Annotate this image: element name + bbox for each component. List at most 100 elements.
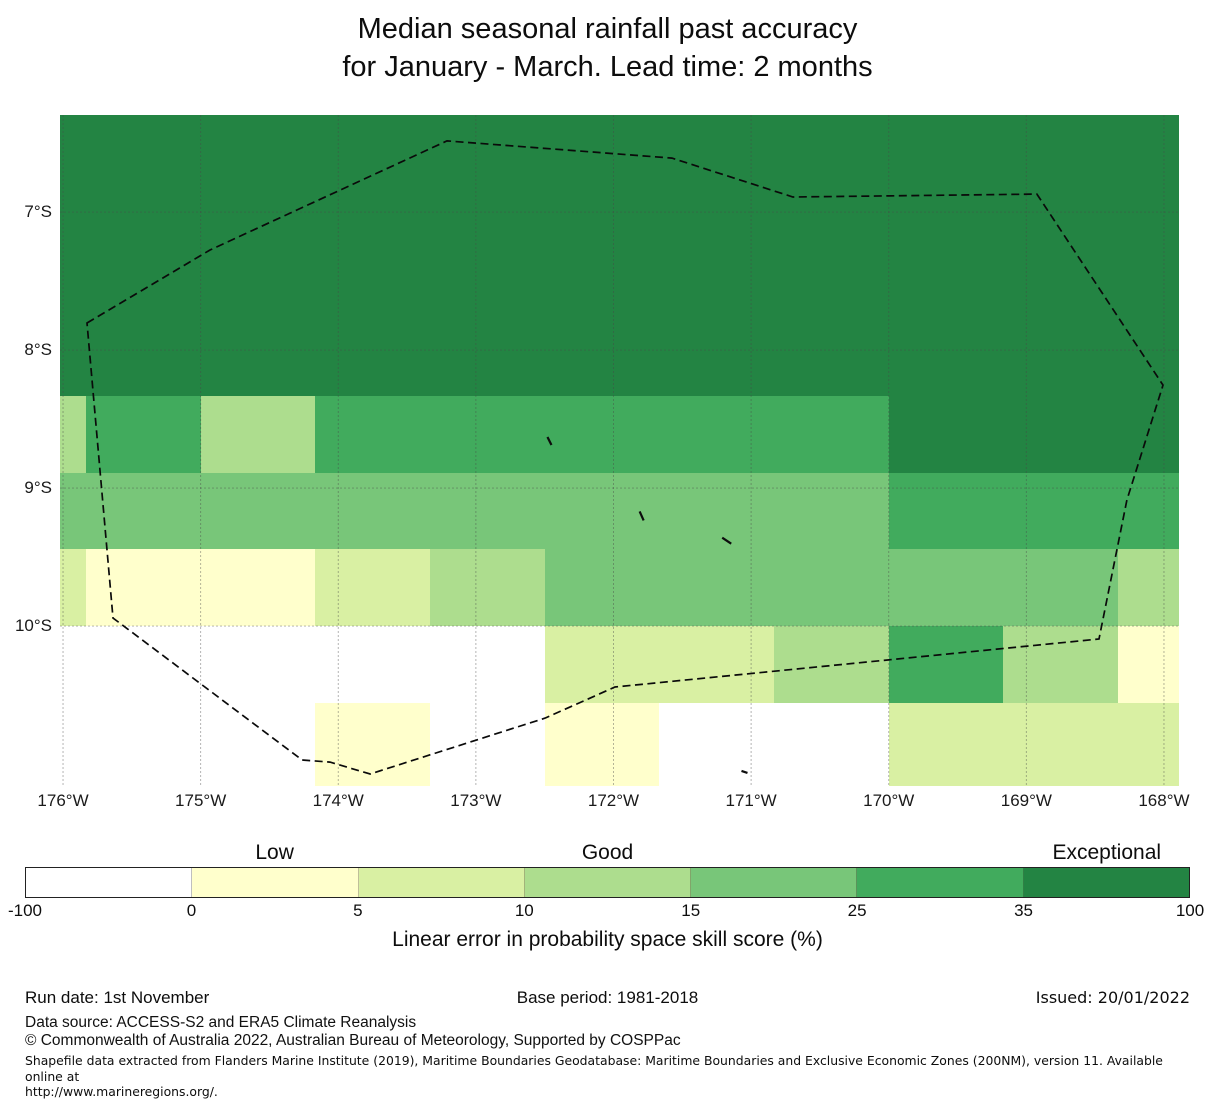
x-axis-tick-label: 168°W <box>1138 791 1190 810</box>
map-plot-area <box>60 115 1179 786</box>
map-cell <box>544 626 660 704</box>
x-axis-tick-label: 172°W <box>587 791 640 810</box>
map-cell <box>1118 549 1179 627</box>
map-cell <box>888 702 1004 786</box>
data-source-text: Data source: ACCESS-S2 and ERA5 Climate … <box>25 1014 417 1031</box>
map-cell <box>1118 115 1179 397</box>
colorbar-segment <box>691 868 858 897</box>
map-cell <box>200 702 316 786</box>
chart-title-line2: for January - March. Lead time: 2 months <box>342 51 873 83</box>
colorbar-tick-label: 35 <box>1014 901 1034 920</box>
issued-date-text: Issued: 20/01/2022 <box>1035 988 1190 1007</box>
x-axis-tick-label: 171°W <box>725 791 777 810</box>
shapefile-attribution-line1: Shapefile data extracted from Flanders M… <box>25 1053 1163 1084</box>
map-cell <box>544 115 660 397</box>
map-overlay <box>60 115 1178 785</box>
map-cell <box>659 626 775 704</box>
colorbar-category-label: Good <box>581 841 634 864</box>
map-cell <box>86 549 202 627</box>
colorbar-segment <box>524 868 692 897</box>
colorbar-tick-label: 100 <box>1175 901 1205 920</box>
map-cell <box>60 115 87 397</box>
x-axis-tick-label: 174°W <box>312 791 364 810</box>
map-cell <box>659 395 775 474</box>
shapefile-attribution-line2: http://www.marineregions.org/. <box>25 1084 218 1099</box>
colorbar-tick-label: 0 <box>186 901 197 920</box>
map-cell <box>659 115 775 397</box>
map-cell <box>315 702 431 786</box>
y-axis-tick-label: 8°S <box>24 340 52 360</box>
map-cell <box>1118 702 1179 786</box>
map-cell <box>200 395 316 474</box>
map-cell <box>1118 395 1179 474</box>
chart-title-line1: Median seasonal rainfall past accuracy <box>357 13 858 45</box>
map-cell <box>888 395 1004 474</box>
map-cell <box>200 549 316 627</box>
map-cell <box>315 626 431 704</box>
map-cell <box>86 702 202 786</box>
map-cell <box>315 115 431 397</box>
colorbar-axis-label: Linear error in probability space skill … <box>392 928 823 951</box>
y-axis-tick-label: 9°S <box>24 478 52 498</box>
map-cell <box>60 626 87 704</box>
map-cell <box>200 626 316 704</box>
map-cell <box>774 115 890 397</box>
shapefile-attribution-text: Shapefile data extracted from Flanders M… <box>25 1053 1200 1100</box>
map-cell <box>60 702 87 786</box>
map-cell <box>200 472 316 550</box>
map-cell <box>315 472 431 550</box>
map-cell <box>1003 472 1119 550</box>
x-axis-tick-label: 173°W <box>450 791 502 810</box>
map-cell <box>86 626 202 704</box>
map-cell <box>888 472 1004 550</box>
x-axis-tick-label: 176°W <box>37 791 89 810</box>
map-cell <box>430 626 546 704</box>
island-mark <box>741 769 748 774</box>
map-cell <box>430 472 546 550</box>
map-cell <box>86 395 202 474</box>
map-cell <box>1003 395 1119 474</box>
map-cell <box>659 702 775 786</box>
map-cell <box>1118 472 1179 550</box>
colorbar-tick-label: 25 <box>847 901 867 920</box>
map-cell <box>544 702 660 786</box>
map-cell <box>60 472 87 550</box>
x-axis-tick-label: 169°W <box>1000 791 1052 810</box>
map-cell <box>430 549 546 627</box>
map-cell <box>430 395 546 474</box>
map-cell <box>1003 115 1119 397</box>
map-cell <box>544 549 660 627</box>
map-cell <box>774 549 890 627</box>
colorbar-segment <box>857 868 1024 897</box>
map-cell <box>1118 626 1179 704</box>
map-cell <box>888 115 1004 397</box>
island-mark <box>721 536 732 545</box>
map-cell <box>315 549 431 627</box>
map-cell <box>544 395 660 474</box>
map-cell <box>659 549 775 627</box>
map-cell <box>86 115 202 397</box>
eez-boundary-line <box>86 140 1164 775</box>
x-axis-tick-label: 175°W <box>175 791 227 810</box>
map-cell <box>774 702 890 786</box>
colorbar-tick-label: 15 <box>681 901 701 920</box>
run-date-text: Run date: 1st November <box>25 988 210 1007</box>
copyright-text: © Commonwealth of Australia 2022, Austra… <box>25 1032 681 1049</box>
colorbar-segment <box>26 868 193 897</box>
map-cell <box>1003 549 1119 627</box>
colorbar-tick-label: 5 <box>353 901 363 920</box>
map-cell <box>1003 702 1119 786</box>
colorbar-category-label: Exceptional <box>1052 841 1162 864</box>
colorbar-segment <box>358 868 525 897</box>
island-mark <box>638 511 645 521</box>
base-period-text: Base period: 1981-2018 <box>516 988 699 1007</box>
map-cell <box>430 702 546 786</box>
map-cell <box>315 395 431 474</box>
colorbar-category-label: Low <box>255 841 294 864</box>
map-cell <box>200 115 316 397</box>
map-cell <box>60 549 87 627</box>
map-cell <box>888 626 1004 704</box>
map-cell <box>60 395 87 474</box>
colorbar-segment <box>192 868 359 897</box>
y-axis-tick-label: 10°S <box>14 616 52 636</box>
